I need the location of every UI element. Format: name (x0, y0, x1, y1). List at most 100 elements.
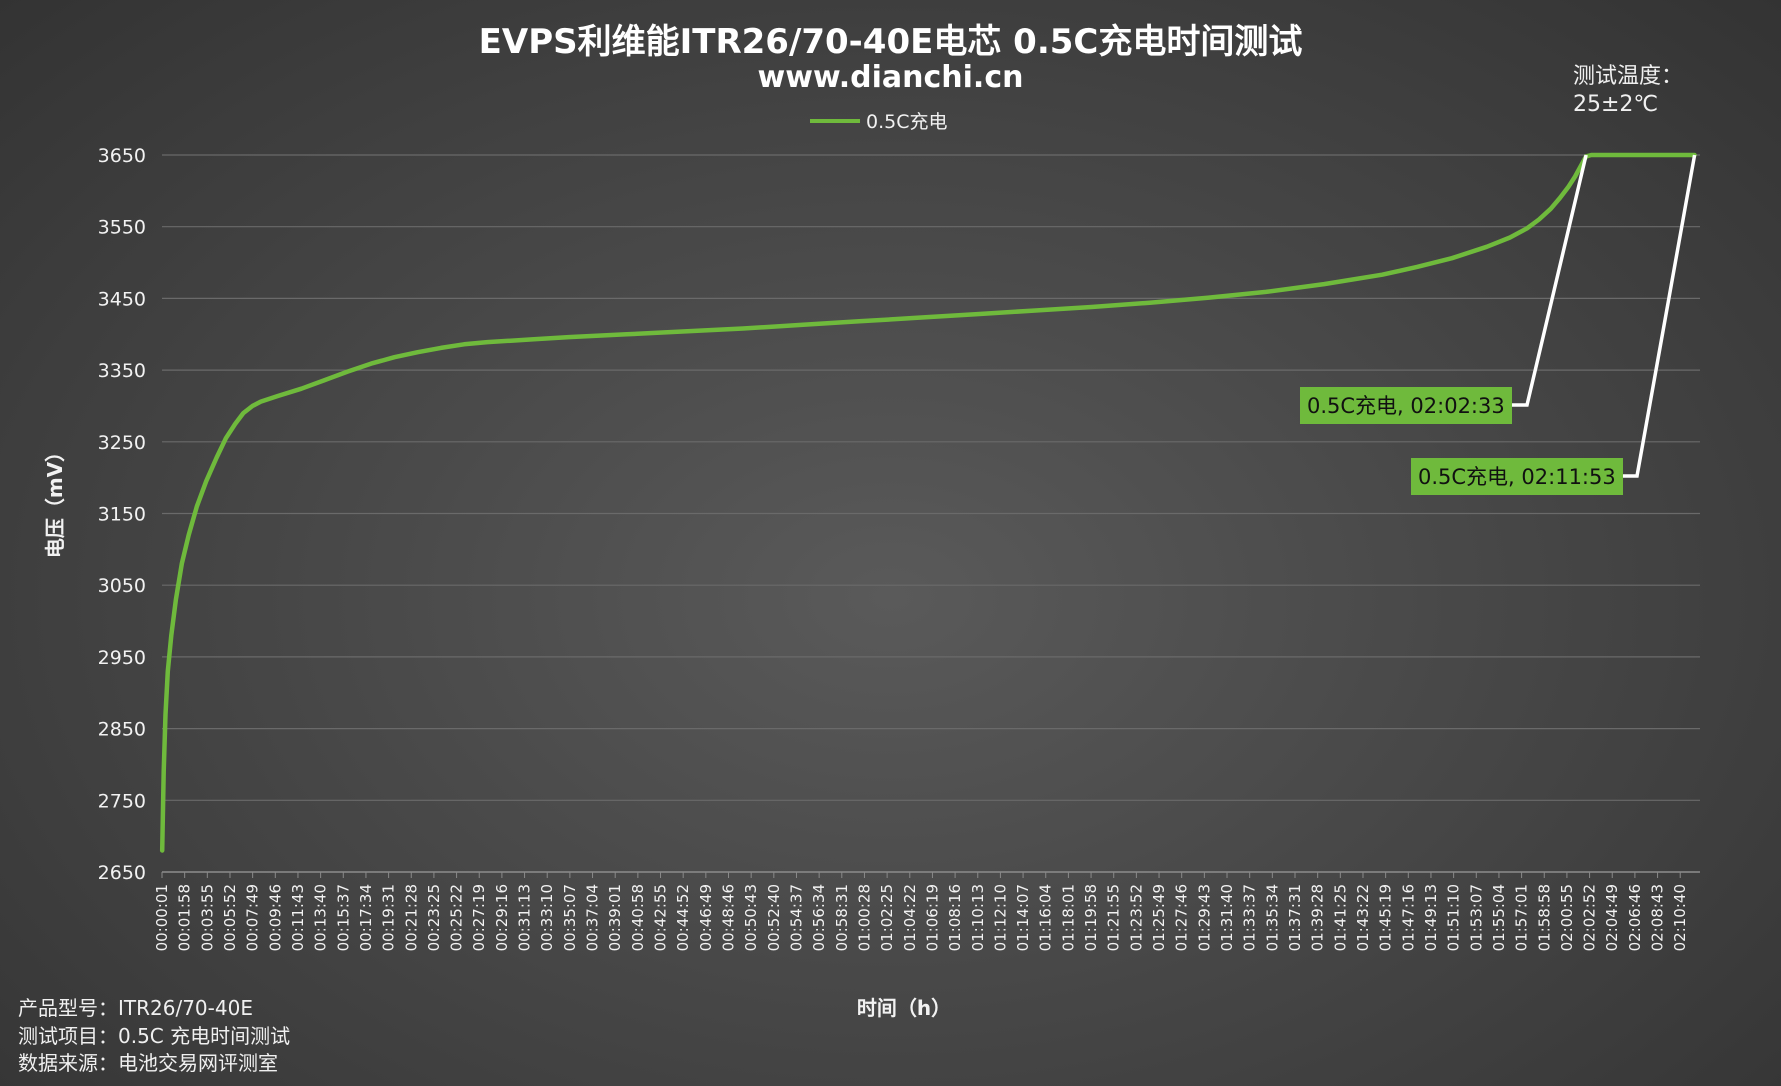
x-tick-label: 01:23:52 (1127, 884, 1145, 951)
x-tick-label: 00:05:52 (221, 884, 239, 951)
x-tick-label: 00:39:01 (606, 884, 624, 951)
x-tick-label: 00:54:37 (787, 884, 805, 951)
x-tick-label: 01:21:55 (1105, 884, 1123, 951)
y-axis-title: 电压（mV） (43, 442, 67, 558)
y-tick-label: 3150 (98, 504, 146, 526)
x-tick-label: 00:33:10 (538, 884, 556, 951)
x-tick-label: 00:03:55 (198, 884, 216, 951)
legend-label: 0.5C充电 (866, 111, 947, 133)
x-tick-label: 00:44:52 (674, 884, 692, 951)
x-tick-label: 02:04:49 (1603, 884, 1621, 951)
x-tick-label: 01:43:22 (1354, 884, 1372, 951)
x-tick-label: 01:10:13 (969, 884, 987, 951)
annotations-layer: 0.5C充电, 02:02:33 0.5C充电, 02:11:53 (1300, 154, 1697, 495)
temperature-value: 25±2℃ (1573, 92, 1659, 117)
x-tick-label: 00:50:43 (742, 884, 760, 951)
footer-data-source: 数据来源：电池交易网评测室 (18, 1051, 278, 1075)
x-tick-label: 00:01:58 (176, 884, 194, 951)
x-tick-label: 01:41:25 (1331, 884, 1349, 951)
x-tick-label: 01:51:10 (1445, 884, 1463, 951)
x-tick-label: 00:00:01 (153, 884, 171, 951)
chart-title: EVPS利维能ITR26/70-40E电芯 0.5C充电时间测试 (478, 22, 1303, 62)
y-tick-label: 2650 (98, 862, 146, 884)
series-line-0 (159, 152, 1697, 853)
y-tick-label: 3350 (98, 360, 146, 382)
x-tick-label: 01:49:13 (1422, 884, 1440, 951)
x-tick-label: 01:58:58 (1535, 884, 1553, 951)
annotation-box (1300, 387, 1512, 424)
x-tick-label: 01:31:40 (1218, 884, 1236, 951)
y-tick-label: 3550 (98, 217, 146, 239)
annotation-box (1411, 458, 1623, 495)
x-tick-label: 01:16:04 (1037, 884, 1055, 951)
x-tick-label: 00:46:49 (697, 884, 715, 951)
x-axis-ticks: 00:00:01 00:01:58 00:03:55 00:05:52 00:07:49… (153, 872, 1689, 951)
x-tick-label: 01:47:16 (1399, 884, 1417, 951)
x-tick-label: 01:45:19 (1377, 884, 1395, 951)
x-tick-label: 02:10:40 (1671, 884, 1689, 951)
y-tick-label: 2950 (98, 647, 146, 669)
x-tick-label: 00:40:58 (629, 884, 647, 951)
x-tick-label: 02:06:46 (1626, 884, 1644, 951)
x-tick-label: 00:48:46 (720, 884, 738, 951)
gridlines (162, 154, 1700, 873)
x-tick-label: 00:13:40 (312, 884, 330, 951)
x-tick-label: 01:29:43 (1195, 884, 1213, 951)
x-tick-label: 01:39:28 (1309, 884, 1327, 951)
x-tick-label: 01:14:07 (1014, 884, 1032, 951)
x-tick-label: 00:35:07 (561, 884, 579, 951)
x-axis-title: 时间（h） (857, 996, 951, 1020)
y-tick-label: 3250 (98, 432, 146, 454)
x-tick-label: 02:02:52 (1581, 884, 1599, 951)
x-tick-label: 01:27:46 (1173, 884, 1191, 951)
x-tick-label: 00:25:22 (448, 884, 466, 951)
footer-test-item: 测试项目：0.5C 充电时间测试 (18, 1024, 291, 1048)
x-tick-label: 00:29:16 (493, 884, 511, 951)
x-tick-label: 00:07:49 (244, 884, 262, 951)
x-tick-label: 01:55:04 (1490, 884, 1508, 951)
temperature-label: 测试温度： (1573, 64, 1684, 89)
x-tick-label: 00:37:04 (584, 884, 602, 951)
annotation-leader (1623, 154, 1697, 478)
x-tick-label: 00:23:25 (425, 884, 443, 951)
chart-subtitle: www.dianchi.cn (757, 60, 1024, 95)
x-tick-label: 01:53:07 (1467, 884, 1485, 951)
x-tick-label: 00:17:34 (357, 884, 375, 951)
x-tick-label: 00:15:37 (334, 884, 352, 951)
x-tick-label: 01:35:34 (1263, 884, 1281, 951)
x-tick-label: 01:57:01 (1513, 884, 1531, 951)
y-tick-label: 2850 (98, 719, 146, 741)
x-tick-label: 01:02:25 (878, 884, 896, 951)
y-axis-ticks: 2650 2750 2850 2950 3050 3150 3250 3350 3450 3550… (98, 145, 146, 884)
x-tick-label: 00:19:31 (380, 884, 398, 951)
x-tick-label: 02:00:55 (1558, 884, 1576, 951)
x-tick-label: 01:12:10 (991, 884, 1009, 951)
x-tick-label: 02:08:43 (1649, 884, 1667, 951)
x-tick-label: 00:27:19 (470, 884, 488, 951)
x-tick-label: 01:06:19 (923, 884, 941, 951)
x-tick-label: 01:18:01 (1059, 884, 1077, 951)
y-tick-label: 3050 (98, 575, 146, 597)
footer-product-model: 产品型号：ITR26/70-40E (18, 996, 253, 1020)
x-tick-label: 00:11:43 (289, 884, 307, 951)
annotation-label: 0.5C充电, 02:02:33 (1307, 394, 1505, 418)
x-tick-label: 01:33:37 (1241, 884, 1259, 951)
annotation-leader (1512, 154, 1588, 407)
x-tick-label: 00:21:28 (402, 884, 420, 951)
y-tick-label: 3450 (98, 288, 146, 310)
y-tick-label: 2750 (98, 790, 146, 812)
x-tick-label: 00:42:55 (652, 884, 670, 951)
x-tick-label: 00:52:40 (765, 884, 783, 951)
y-tick-label: 3650 (98, 145, 146, 167)
x-tick-label: 00:09:46 (266, 884, 284, 951)
x-tick-label: 00:56:34 (810, 884, 828, 951)
x-tick-label: 01:19:58 (1082, 884, 1100, 951)
x-tick-label: 00:58:31 (833, 884, 851, 951)
annotation-label: 0.5C充电, 02:11:53 (1418, 465, 1616, 489)
x-tick-label: 01:37:31 (1286, 884, 1304, 951)
x-tick-label: 01:08:16 (946, 884, 964, 951)
x-tick-label: 00:31:13 (516, 884, 534, 951)
x-tick-label: 01:00:28 (855, 884, 873, 951)
legend: 0.5C充电 (810, 111, 947, 133)
